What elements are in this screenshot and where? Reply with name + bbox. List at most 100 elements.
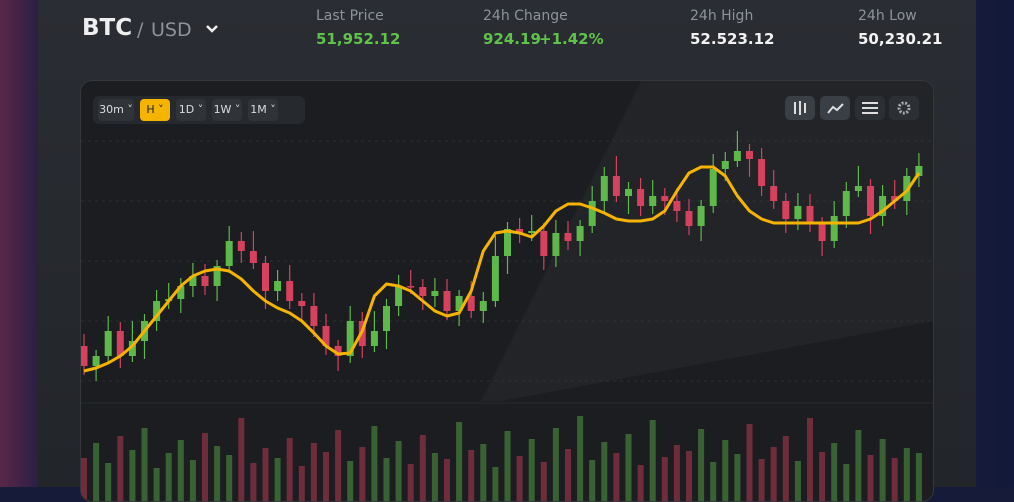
timeframe-label: 1D bbox=[178, 103, 195, 116]
chart bbox=[81, 81, 933, 501]
dropdown-icon[interactable] bbox=[205, 24, 219, 34]
volume-bar bbox=[165, 453, 172, 501]
volume-bar bbox=[649, 420, 656, 501]
volume-bar bbox=[226, 455, 233, 501]
stat-value: 52.523.12 bbox=[690, 30, 775, 48]
candle-body bbox=[81, 346, 88, 366]
volume-bar bbox=[782, 436, 789, 501]
candle-body bbox=[576, 226, 584, 241]
candle-body bbox=[334, 346, 342, 356]
timeframe-button[interactable]: 1M ˅ bbox=[248, 99, 278, 121]
timeframe-label: 30m bbox=[99, 103, 124, 116]
stat-label: 24h Low bbox=[858, 8, 917, 24]
volume-bar bbox=[189, 460, 196, 501]
timeframe-button[interactable]: 1W ˅ bbox=[212, 99, 242, 121]
candle-body bbox=[370, 331, 378, 346]
volume-bar bbox=[395, 441, 402, 501]
volume-bar bbox=[843, 464, 850, 501]
volume-bar bbox=[758, 459, 765, 501]
candle-body bbox=[564, 233, 572, 241]
settings-icon[interactable] bbox=[855, 96, 885, 120]
candle-body bbox=[637, 189, 645, 206]
candle-body bbox=[443, 291, 451, 311]
candle-body bbox=[92, 356, 100, 366]
volume-bar bbox=[613, 453, 620, 501]
candle-body bbox=[770, 186, 778, 201]
candle-body bbox=[419, 287, 427, 296]
gear-icon[interactable] bbox=[889, 96, 919, 120]
volume-bar bbox=[359, 447, 366, 501]
candle-body bbox=[867, 186, 874, 216]
candle-body bbox=[479, 301, 487, 311]
stat-value: 51,952.12 bbox=[316, 30, 401, 48]
candle-body bbox=[286, 281, 294, 301]
candle-body bbox=[649, 196, 657, 206]
candle-body bbox=[516, 229, 524, 233]
stat-label: Last Price bbox=[316, 8, 384, 24]
candle-body bbox=[685, 211, 693, 226]
candle-body bbox=[274, 281, 282, 291]
volume-bar bbox=[371, 426, 378, 501]
candle-body bbox=[782, 201, 790, 219]
candle-body bbox=[455, 296, 463, 311]
volume-bar bbox=[915, 453, 922, 501]
timeframe-button[interactable]: 1D ˅ bbox=[176, 99, 206, 121]
candle-body bbox=[395, 286, 403, 306]
volume-bar bbox=[722, 440, 729, 501]
candle-body bbox=[225, 241, 233, 266]
candle-body bbox=[201, 276, 209, 286]
volume-bar bbox=[879, 439, 886, 501]
volume-bar bbox=[492, 467, 499, 501]
stat-value: 924.19 bbox=[483, 30, 541, 48]
separator: / bbox=[137, 19, 144, 41]
volume-bar bbox=[734, 454, 741, 501]
quote[interactable]: USD bbox=[151, 19, 192, 41]
candle-body bbox=[504, 229, 511, 256]
candle-body bbox=[733, 151, 741, 161]
volume-bar bbox=[407, 464, 414, 501]
volume-bar bbox=[589, 460, 596, 501]
candle-body bbox=[673, 201, 681, 211]
volume-bar bbox=[625, 434, 632, 501]
candle-body bbox=[407, 286, 415, 288]
candle-body bbox=[528, 231, 536, 233]
candle-body bbox=[818, 223, 826, 241]
candle-body bbox=[891, 196, 899, 201]
volume-bar bbox=[298, 466, 305, 501]
stat-value: 50,230.21 bbox=[858, 30, 943, 48]
volume-bar bbox=[710, 462, 717, 501]
candle-body bbox=[552, 233, 560, 256]
volume-bar bbox=[528, 439, 535, 501]
volume-bar bbox=[202, 433, 208, 501]
chart-card: 30m ˅ H ˅ 1D ˅ 1W ˅ 1M ˅ bbox=[80, 80, 934, 502]
shade bbox=[481, 81, 933, 401]
volume-bar bbox=[286, 438, 293, 501]
volume-bar bbox=[565, 449, 571, 501]
candle-body bbox=[491, 256, 499, 301]
timeframe-button[interactable]: H ˅ bbox=[140, 99, 170, 121]
volume-bar bbox=[238, 418, 245, 501]
volume-bar bbox=[383, 458, 390, 501]
timeframe-label: H bbox=[146, 103, 155, 116]
volume-bar bbox=[819, 452, 826, 501]
candle-body bbox=[879, 196, 887, 216]
volume-bar bbox=[81, 458, 87, 501]
volume-bar bbox=[698, 429, 705, 501]
volume-bar bbox=[855, 430, 862, 501]
volume-bar bbox=[323, 452, 329, 501]
candle-body bbox=[431, 291, 439, 296]
stat-label: 24h Change bbox=[483, 8, 568, 24]
candle-body bbox=[612, 176, 620, 196]
base: BTC bbox=[82, 15, 133, 41]
volume-bar bbox=[117, 436, 124, 501]
candle-icon[interactable] bbox=[785, 96, 815, 120]
volume-bar bbox=[310, 443, 317, 501]
candle-body bbox=[709, 169, 717, 206]
candle-body bbox=[189, 276, 197, 286]
volume-bar bbox=[274, 458, 281, 501]
line-icon[interactable] bbox=[820, 96, 850, 120]
timeframe-button[interactable]: 30m ˅ bbox=[98, 99, 134, 121]
candle-body bbox=[322, 326, 330, 346]
candle-body bbox=[600, 176, 608, 201]
